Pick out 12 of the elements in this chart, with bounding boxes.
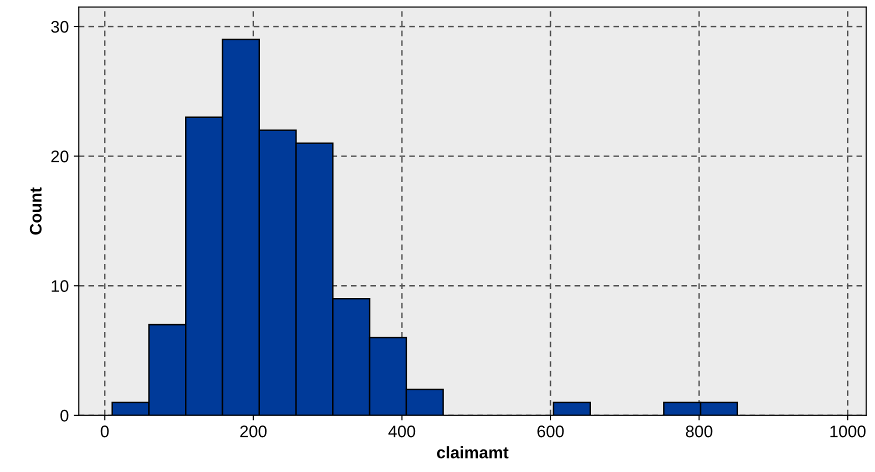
x-tick-label: 0 [100, 426, 109, 438]
x-axis-title: claimamt [437, 446, 508, 458]
y-tick-label: 30 [51, 20, 68, 33]
y-tick-label: 10 [52, 280, 68, 292]
x-tick-label: 800 [686, 426, 712, 438]
x-tick-label: 200 [240, 426, 267, 438]
x-tick-label: 600 [537, 426, 564, 438]
x-tick-label: 400 [388, 426, 416, 438]
y-axis-title: Count [30, 187, 42, 235]
y-tick-label: 0 [60, 410, 68, 422]
x-tick-label: 1000 [830, 426, 866, 438]
y-tick-label: 20 [51, 150, 68, 162]
